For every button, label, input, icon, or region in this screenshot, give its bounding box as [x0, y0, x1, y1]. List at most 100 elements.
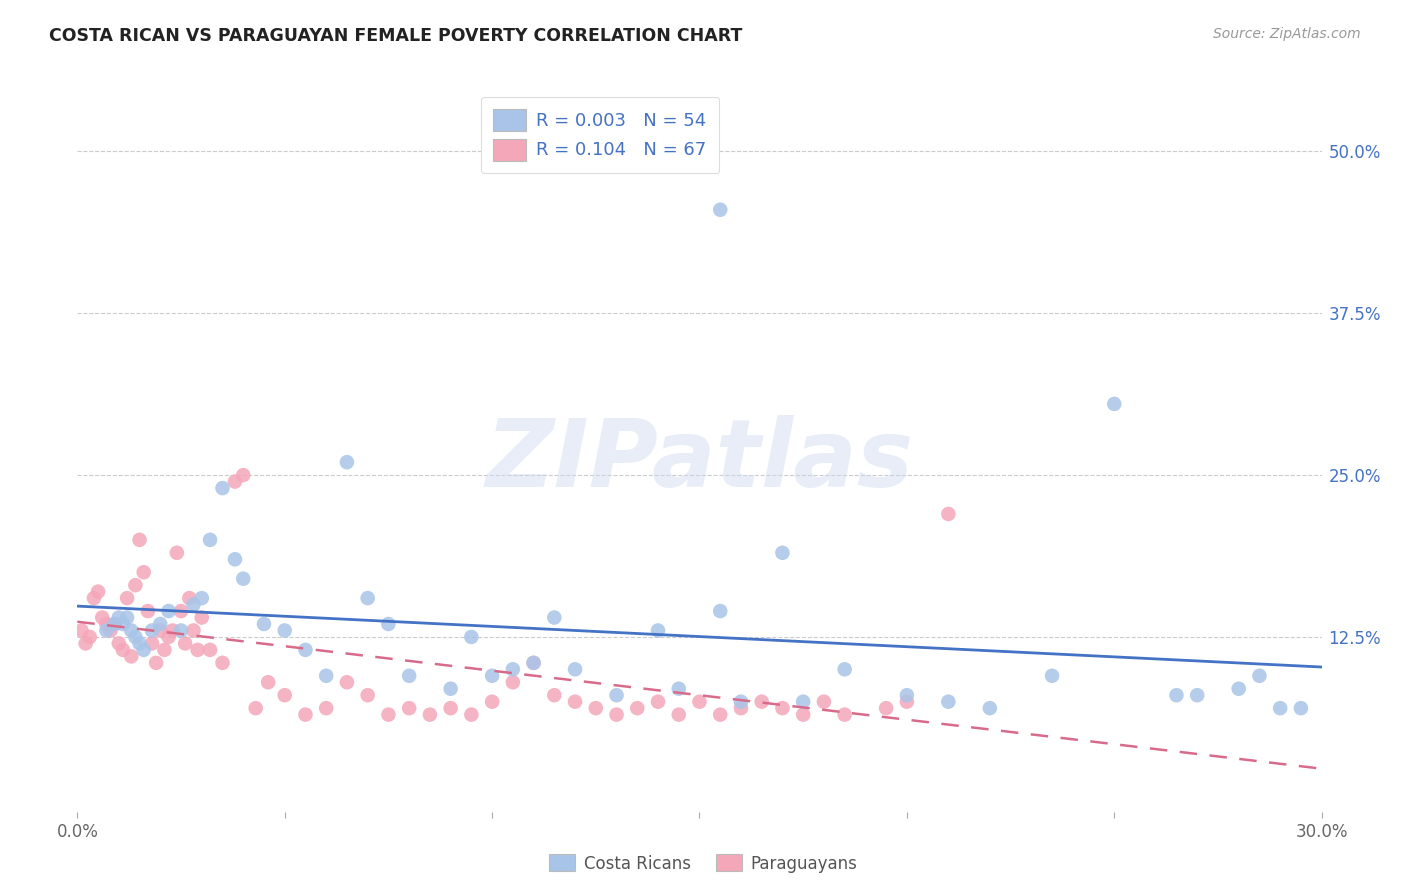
Point: [813, 695, 835, 709]
Point: [128, 533, 150, 547]
Point: [104, 617, 127, 632]
Point: [79, 630, 101, 644]
Text: COSTA RICAN VS PARAGUAYAN FEMALE POVERTY CORRELATION CHART: COSTA RICAN VS PARAGUAYAN FEMALE POVERTY…: [49, 27, 742, 45]
Point: [357, 591, 380, 606]
Point: [136, 604, 159, 618]
Point: [834, 662, 856, 676]
Point: [647, 695, 669, 709]
Point: [149, 624, 172, 638]
Point: [936, 695, 959, 709]
Point: [273, 688, 295, 702]
Point: [502, 675, 524, 690]
Point: [315, 669, 337, 683]
Text: ZIPatlas: ZIPatlas: [485, 415, 914, 507]
Point: [232, 468, 254, 483]
Point: [792, 695, 814, 709]
Point: [187, 643, 209, 657]
Point: [647, 624, 669, 638]
Point: [896, 688, 918, 702]
Point: [141, 636, 163, 650]
Point: [564, 662, 586, 676]
Point: [149, 617, 172, 632]
Point: [141, 624, 163, 638]
Point: [153, 643, 176, 657]
Point: [120, 624, 142, 638]
Point: [245, 701, 267, 715]
Point: [104, 617, 127, 632]
Point: [75, 636, 97, 650]
Point: [70, 624, 93, 638]
Point: [626, 701, 648, 715]
Point: [875, 701, 897, 715]
Point: [730, 701, 752, 715]
Point: [709, 707, 731, 722]
Point: [668, 707, 690, 722]
Point: [211, 481, 233, 495]
Point: [224, 475, 246, 489]
Point: [1166, 688, 1188, 702]
Point: [398, 701, 420, 715]
Point: [336, 455, 359, 469]
Point: [357, 688, 380, 702]
Point: [439, 701, 461, 715]
Point: [294, 707, 316, 722]
Point: [107, 610, 129, 624]
Point: [543, 688, 565, 702]
Point: [936, 507, 959, 521]
Point: [91, 610, 114, 624]
Point: [481, 669, 503, 683]
Point: [896, 695, 918, 709]
Point: [606, 688, 628, 702]
Point: [1249, 669, 1271, 683]
Point: [585, 701, 607, 715]
Point: [668, 681, 690, 696]
Point: [100, 624, 122, 638]
Point: [111, 617, 134, 632]
Point: [398, 669, 420, 683]
Point: [183, 598, 205, 612]
Point: [709, 202, 731, 217]
Legend: R = 0.003   N = 54, R = 0.104   N = 67: R = 0.003 N = 54, R = 0.104 N = 67: [481, 96, 720, 173]
Point: [170, 604, 193, 618]
Point: [336, 675, 359, 690]
Point: [132, 643, 155, 657]
Point: [166, 546, 188, 560]
Point: [170, 624, 193, 638]
Point: [792, 707, 814, 722]
Point: [96, 624, 118, 638]
Point: [257, 675, 280, 690]
Point: [1040, 669, 1063, 683]
Point: [232, 572, 254, 586]
Point: [132, 566, 155, 580]
Point: [198, 533, 221, 547]
Point: [1102, 397, 1125, 411]
Point: [772, 701, 794, 715]
Point: [460, 630, 482, 644]
Point: [543, 610, 565, 624]
Point: [709, 604, 731, 618]
Point: [419, 707, 441, 722]
Point: [523, 656, 546, 670]
Point: [502, 662, 524, 676]
Point: [1268, 701, 1291, 715]
Point: [190, 610, 214, 624]
Point: [294, 643, 316, 657]
Point: [1289, 701, 1312, 715]
Point: [145, 656, 167, 670]
Point: [377, 707, 399, 722]
Point: [564, 695, 586, 709]
Point: [107, 636, 129, 650]
Point: [190, 591, 214, 606]
Point: [179, 591, 201, 606]
Point: [174, 636, 197, 650]
Point: [115, 610, 138, 624]
Point: [157, 630, 180, 644]
Point: [979, 701, 1001, 715]
Point: [128, 636, 150, 650]
Point: [211, 656, 233, 670]
Point: [315, 701, 337, 715]
Point: [273, 624, 295, 638]
Point: [523, 656, 546, 670]
Point: [111, 643, 134, 657]
Point: [377, 617, 399, 632]
